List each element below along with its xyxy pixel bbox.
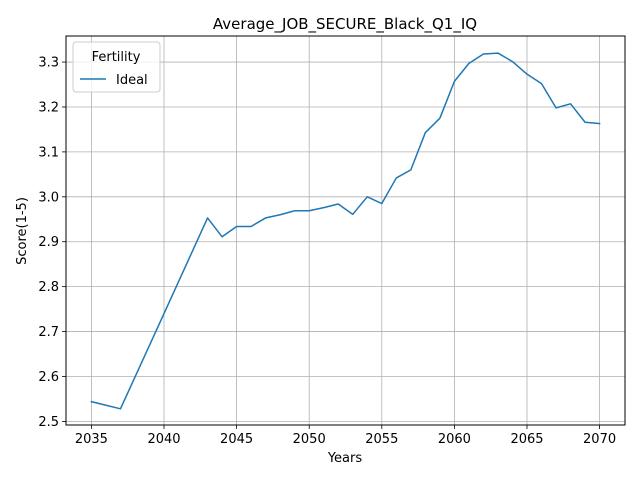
y-tick-label: 3.2: [38, 100, 59, 115]
series-layer: [90, 52, 601, 410]
plot-frame: [65, 35, 626, 426]
y-tick-label: 3.3: [38, 56, 59, 71]
x-tick-label: 2070: [583, 432, 616, 447]
x-tick-label: 2060: [438, 432, 471, 447]
x-tick-label: 2055: [365, 432, 398, 447]
x-tick-label: 2065: [510, 432, 543, 447]
x-tick-label: 2035: [75, 432, 108, 447]
y-tick-label: 2.9: [38, 235, 59, 250]
x-tick-label: 2050: [293, 432, 326, 447]
y-tick-label: 3.0: [38, 190, 59, 205]
y-tick-label: 2.5: [38, 415, 59, 430]
series-line-ideal: [90, 52, 601, 410]
legend: Fertility Ideal: [72, 41, 161, 93]
y-tick-label: 3.1: [38, 145, 59, 160]
x-tick-label: 2045: [220, 432, 253, 447]
legend-label-ideal: Ideal: [116, 73, 148, 88]
chart-title: Average_JOB_SECURE_Black_Q1_IQ: [213, 15, 477, 34]
y-axis-title: Score(1-5): [15, 197, 30, 265]
y-axis: 2.5 2.6 2.7 2.8 2.9 3.0 3.1 3.2 3.3: [38, 56, 66, 430]
x-axis-title: Years: [327, 451, 363, 466]
y-tick-label: 2.8: [38, 280, 59, 295]
legend-title: Fertility: [92, 50, 141, 65]
grid: [66, 36, 625, 425]
x-tick-label: 2040: [147, 432, 180, 447]
x-axis: 2035 2040 2045 2050 2055 2060 2065 2070: [75, 425, 616, 447]
y-tick-label: 2.7: [38, 325, 59, 340]
y-tick-label: 2.6: [38, 370, 59, 385]
